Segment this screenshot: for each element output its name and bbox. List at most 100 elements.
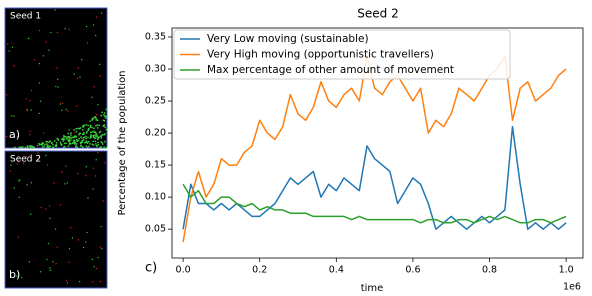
pixel: [37, 145, 38, 146]
pixel: [86, 145, 88, 147]
pixel: [100, 146, 102, 148]
pixel: [100, 246, 101, 247]
pixel: [57, 79, 58, 80]
pixel: [89, 143, 91, 145]
pixel: [104, 141, 106, 143]
y-tick-label: 0.15: [145, 160, 166, 171]
pixel: [20, 147, 22, 149]
pixel: [103, 146, 105, 148]
pixel: [47, 145, 49, 147]
pixel: [28, 38, 29, 39]
pixel: [101, 226, 102, 227]
snapshot-title: Seed 2: [10, 155, 41, 165]
panel-label: a): [9, 128, 20, 141]
pixel: [14, 187, 15, 188]
pixel: [95, 131, 97, 133]
pixel: [52, 261, 53, 262]
legend-label: Very Low moving (sustainable): [207, 33, 369, 45]
pixel: [85, 138, 87, 140]
pixel: [61, 171, 62, 172]
pixel: [65, 166, 66, 167]
pixel: [42, 144, 44, 146]
pixel: [73, 142, 75, 144]
pixel: [13, 116, 14, 117]
y-tick-label: 0.35: [145, 31, 166, 42]
pixel: [7, 43, 8, 44]
pixel: [63, 136, 65, 138]
pixel: [67, 133, 69, 135]
pixel: [39, 113, 40, 114]
pixel: [45, 155, 46, 156]
pixel: [90, 125, 92, 127]
y-tick-label: 0.20: [145, 128, 166, 139]
pixel: [54, 183, 55, 184]
pixel: [91, 119, 93, 121]
pixel: [91, 97, 92, 98]
pixel: [50, 32, 51, 33]
pixel: [39, 30, 40, 31]
pixel: [100, 76, 101, 77]
pixel: [77, 78, 78, 79]
pixel: [77, 128, 79, 130]
pixel: [29, 134, 30, 135]
pixel: [85, 241, 86, 242]
pixel: [9, 50, 10, 51]
pixel: [68, 110, 69, 111]
pixel: [80, 145, 82, 147]
pixel: [104, 120, 106, 122]
pixel: [78, 239, 79, 240]
pixel: [44, 144, 46, 146]
pixel: [73, 129, 75, 131]
pixel: [87, 137, 89, 139]
pixel: [92, 135, 94, 137]
pixel: [97, 257, 98, 258]
pixel: [57, 32, 58, 33]
pixel: [98, 144, 100, 146]
pixel: [49, 218, 50, 219]
pixel: [93, 131, 95, 133]
pixel: [92, 144, 94, 146]
pixel: [103, 125, 105, 127]
pixel: [96, 136, 98, 138]
pixel: [80, 127, 82, 129]
pixel: [63, 139, 64, 141]
pixel: [48, 243, 49, 244]
pixel: [30, 214, 31, 215]
pixel: [80, 142, 82, 144]
pixel: [96, 268, 97, 269]
pixel: [30, 131, 31, 132]
pixel: [61, 144, 63, 146]
pixel: [29, 261, 30, 262]
pixel: [102, 134, 104, 136]
pixel: [96, 119, 98, 121]
y-tick-label: 0.25: [145, 96, 166, 107]
pixel: [94, 117, 96, 119]
snapshot: [5, 151, 107, 288]
pixel: [40, 207, 41, 208]
pixel: [87, 142, 89, 144]
pixel: [58, 86, 59, 87]
pixel: [10, 170, 11, 171]
pixel: [48, 50, 49, 51]
pixel: [54, 9, 55, 10]
pixel: [96, 146, 98, 148]
pixel: [69, 140, 71, 142]
pixel: [95, 143, 97, 145]
pixel: [48, 142, 50, 144]
pixel: [69, 248, 70, 249]
x-tick-label: 0.0: [176, 265, 191, 276]
panel-label: c): [145, 261, 157, 276]
pixel: [101, 112, 103, 114]
pixel: [99, 132, 101, 134]
pixel: [88, 129, 90, 131]
pixel: [39, 144, 41, 146]
x-offset-label: 1e6: [563, 282, 581, 293]
pixel: [93, 141, 95, 143]
pixel: [66, 109, 67, 110]
pixel: [18, 180, 19, 181]
pixel: [97, 152, 98, 153]
pixel: [95, 118, 97, 120]
pixel: [103, 114, 105, 116]
pixel: [47, 164, 48, 165]
pixel: [73, 140, 75, 142]
